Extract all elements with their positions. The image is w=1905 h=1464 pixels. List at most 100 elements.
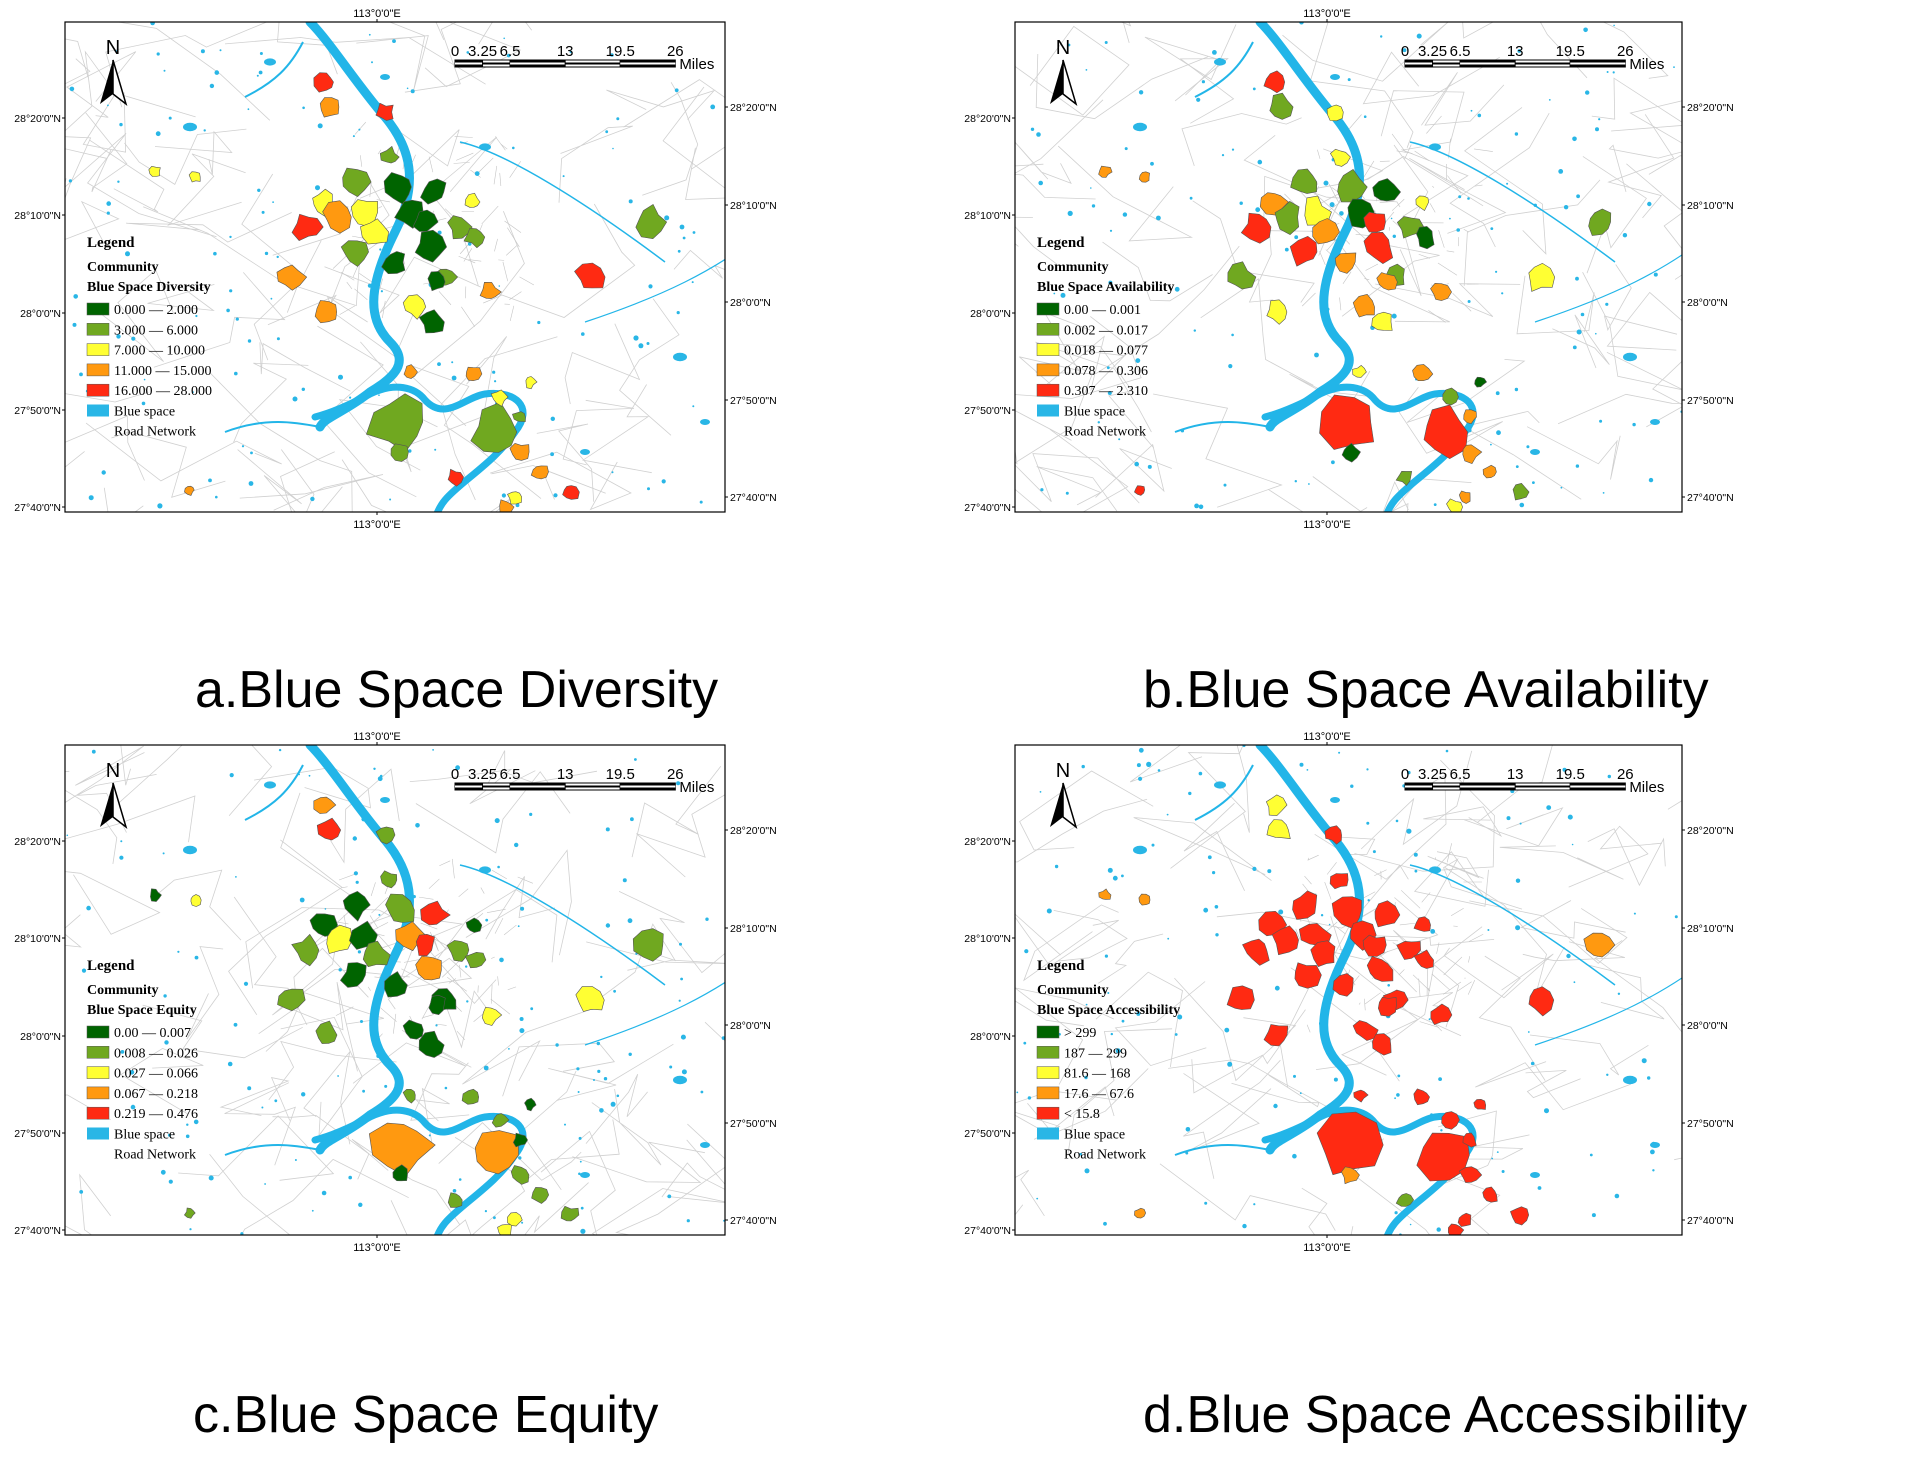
legend-swatch [86,1106,110,1120]
legend: Legend Community Blue Space Diversity 0.000… [86,235,212,440]
road [1591,77,1682,132]
road [1432,185,1435,188]
community [340,240,369,267]
road [1335,925,1346,934]
pond [1495,270,1498,273]
community [1134,485,1146,496]
scale-inner [1460,785,1516,788]
pond [1558,169,1564,174]
community [418,309,445,334]
road [1301,1187,1354,1235]
community [385,893,415,923]
pond [676,311,680,315]
pond [451,375,457,381]
road [486,908,506,914]
road [1015,1169,1045,1217]
pond [1214,905,1219,909]
pond [677,249,681,253]
pond [150,22,155,26]
community [1442,387,1459,406]
road [65,795,196,843]
pond [1138,747,1144,753]
community [1334,252,1357,274]
road [1038,335,1126,392]
pond [229,773,234,778]
lat-label-left: 28°10'0"N [14,933,61,945]
road [1183,1073,1272,1154]
road [1354,759,1495,872]
tributary [1534,254,1682,323]
scale-number: 19.5 [606,43,635,60]
community [1330,148,1351,167]
map-content [1015,745,1682,1235]
tributary [459,141,666,263]
pond [1647,1076,1651,1080]
lat-label-right: 27°40'0"N [1687,492,1734,504]
pond [1024,949,1029,954]
pond [435,1024,438,1027]
pond [278,748,282,752]
road [1404,144,1412,160]
caption-a: a.Blue Space Diversity [195,661,719,719]
community [1474,376,1488,388]
road [254,766,371,809]
road [458,255,476,264]
lake [1650,419,1660,425]
pond [256,74,259,77]
pond [234,371,238,376]
road [1582,156,1647,274]
map-frame-border [64,21,726,513]
pond [116,334,121,339]
road [1015,243,1019,247]
community [402,1019,424,1040]
community [1510,1206,1530,1226]
road [1375,283,1521,317]
road [1391,198,1405,211]
pond [192,391,194,393]
road [1216,901,1388,929]
road [239,474,384,511]
road [65,38,89,78]
legend-swatch-water [87,1127,109,1140]
lat-label-right: 28°20'0"N [730,825,777,837]
community [1458,1166,1483,1183]
water-bodies [68,22,716,509]
pond [1138,90,1144,95]
pond [634,758,637,761]
north-arrow-right [1062,59,1078,107]
lake [264,781,276,789]
road [1526,426,1621,480]
road [1362,51,1500,105]
pond [1027,1096,1032,1100]
community [1266,819,1291,839]
lake [183,845,197,855]
pond [692,231,696,234]
pond [1167,937,1170,940]
pond [1440,1129,1443,1132]
road [414,1087,450,1149]
pond [292,396,298,402]
scale-number: 6.5 [1450,766,1471,783]
lat-label-left: 28°10'0"N [14,210,61,222]
road [1015,410,1072,465]
road [1183,802,1245,891]
pond [646,342,650,345]
road [451,858,455,879]
community [575,986,605,1012]
community [470,401,518,453]
lat-label-right: 27°50'0"N [730,395,777,407]
community [1294,962,1322,989]
scale-number: 0 [451,43,459,60]
road [419,896,434,900]
pond [119,855,124,860]
pond [235,876,237,878]
pond [1198,771,1203,776]
road [494,136,506,151]
pond [1436,1227,1441,1232]
pond [1648,477,1654,483]
lat-label-right: 28°10'0"N [730,923,777,935]
pond [1085,69,1088,71]
pond [189,1228,192,1231]
pond [550,416,555,421]
pond [389,498,392,501]
